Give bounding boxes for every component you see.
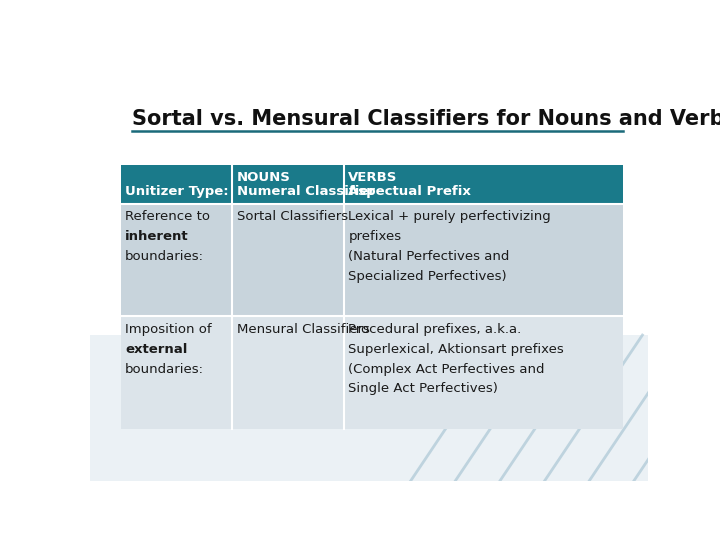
Text: Sortal vs. Mensural Classifiers for Nouns and Verbs: Sortal vs. Mensural Classifiers for Noun… bbox=[132, 109, 720, 129]
FancyBboxPatch shape bbox=[121, 316, 623, 429]
Text: Sortal Classifiers: Sortal Classifiers bbox=[237, 210, 348, 224]
Text: boundaries:: boundaries: bbox=[125, 250, 204, 263]
Text: prefixes: prefixes bbox=[348, 230, 402, 244]
Text: Specialized Perfectives): Specialized Perfectives) bbox=[348, 270, 507, 283]
Text: (Complex Act Perfectives and: (Complex Act Perfectives and bbox=[348, 362, 545, 375]
Text: Single Act Perfectives): Single Act Perfectives) bbox=[348, 382, 498, 395]
FancyBboxPatch shape bbox=[90, 335, 648, 481]
Text: Reference to: Reference to bbox=[125, 210, 210, 224]
Text: Unitizer Type:: Unitizer Type: bbox=[125, 185, 229, 198]
Text: inherent: inherent bbox=[125, 230, 189, 244]
Text: Procedural prefixes, a.k.a.: Procedural prefixes, a.k.a. bbox=[348, 322, 521, 335]
Text: boundaries:: boundaries: bbox=[125, 362, 204, 375]
Text: Numeral Classifier: Numeral Classifier bbox=[237, 185, 374, 198]
Text: Aspectual Prefix: Aspectual Prefix bbox=[348, 185, 471, 198]
Text: Superlexical, Aktionsart prefixes: Superlexical, Aktionsart prefixes bbox=[348, 342, 564, 355]
Text: NOUNS: NOUNS bbox=[237, 171, 291, 184]
Text: VERBS: VERBS bbox=[348, 171, 397, 184]
Text: Mensural Classifiers: Mensural Classifiers bbox=[237, 322, 369, 335]
Text: (Natural Perfectives and: (Natural Perfectives and bbox=[348, 250, 510, 263]
Text: Lexical + purely perfectivizing: Lexical + purely perfectivizing bbox=[348, 210, 551, 224]
Text: Imposition of: Imposition of bbox=[125, 322, 212, 335]
FancyBboxPatch shape bbox=[121, 165, 623, 204]
Text: external: external bbox=[125, 342, 187, 355]
FancyBboxPatch shape bbox=[121, 204, 623, 316]
